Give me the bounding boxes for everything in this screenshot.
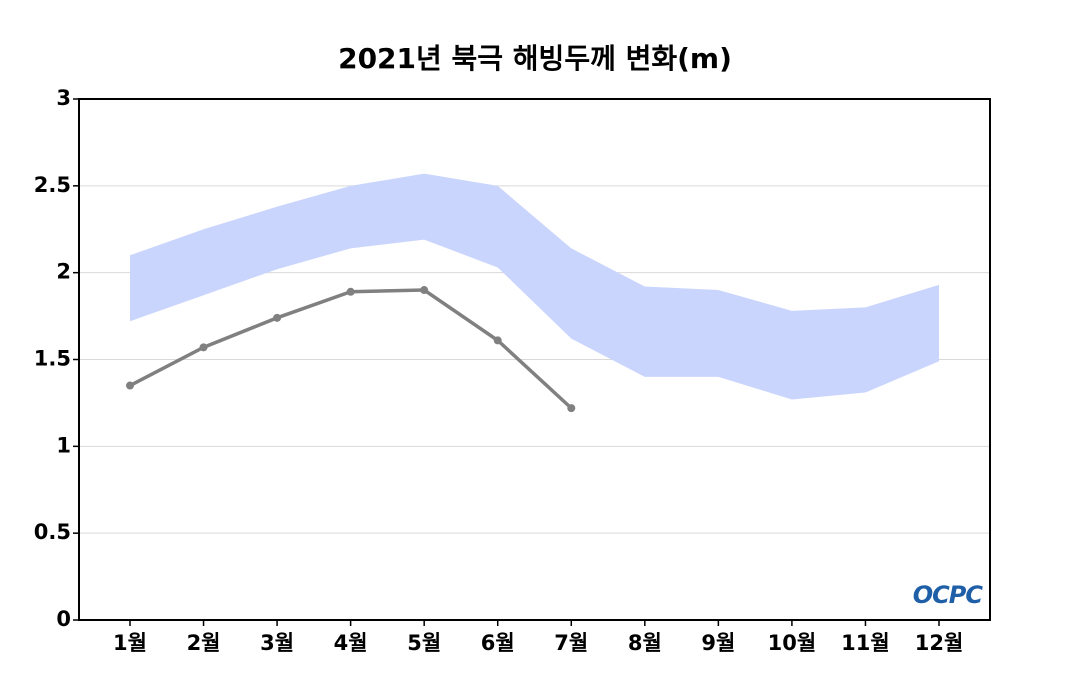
- x-tick-label: 1월: [113, 631, 147, 655]
- y-tick-label: 2: [56, 260, 71, 284]
- x-tick-label: 4월: [334, 631, 368, 655]
- x-tick-label: 12월: [915, 631, 964, 655]
- x-tick-label: 9월: [701, 631, 735, 655]
- point: [493, 336, 502, 345]
- range-band: [130, 173, 939, 400]
- x-tick-label: 8월: [628, 631, 662, 655]
- y-tick-label: 0.5: [34, 520, 71, 544]
- y-tick-label: 3: [56, 86, 71, 110]
- point: [567, 404, 576, 413]
- point: [199, 343, 208, 352]
- line: [129, 288, 573, 410]
- x-tick-label: 5월: [407, 631, 441, 655]
- point: [273, 313, 282, 322]
- x-tick-label: 10월: [768, 631, 817, 655]
- y-tick-label: 1.5: [34, 347, 71, 371]
- point: [346, 287, 355, 296]
- point: [420, 286, 429, 295]
- y-tick-label: 0: [56, 607, 71, 631]
- y-tick-label: 1: [56, 433, 71, 457]
- chart-title: 2021년 북극 해빙두께 변화(m): [338, 42, 732, 75]
- plot-frame: [78, 98, 991, 621]
- x-tick-label: 2월: [187, 631, 221, 655]
- x-tick-label: 11월: [841, 631, 890, 655]
- x-tick-label: 7월: [554, 631, 588, 655]
- y-tick-label: 2.5: [34, 173, 71, 197]
- x-tick-label: 3월: [260, 631, 294, 655]
- logo: OCPC: [913, 581, 984, 609]
- x-tick-label: 6월: [481, 631, 515, 655]
- point: [126, 381, 134, 390]
